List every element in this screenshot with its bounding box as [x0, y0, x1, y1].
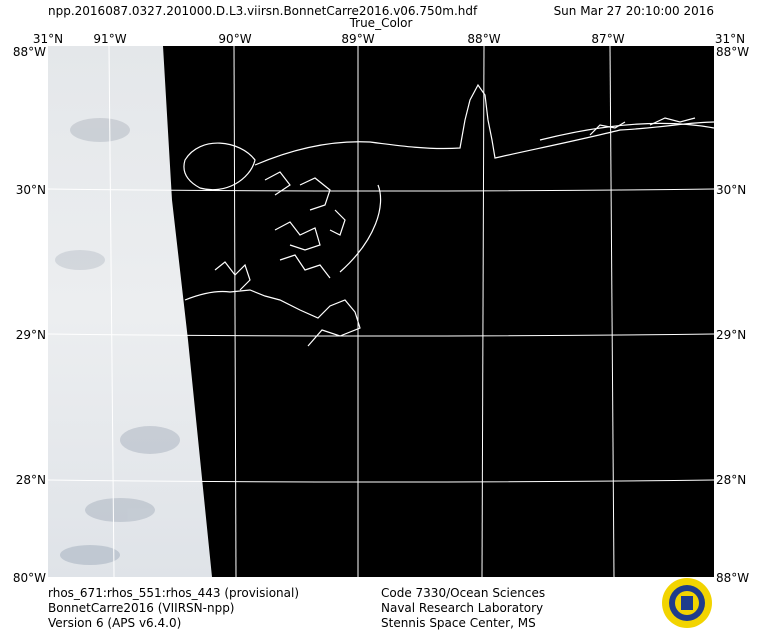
nrl-logo	[662, 578, 712, 628]
footer-center-line: Code 7330/Ocean Sciences	[381, 586, 545, 600]
corner-label: 88°W	[13, 45, 46, 59]
cloud-swath	[48, 46, 212, 577]
left-label: 28°N	[16, 473, 46, 487]
coastline	[183, 83, 715, 347]
cloud-shading	[55, 118, 180, 565]
corner-label: 88°W	[716, 571, 749, 585]
corner-label: 88°W	[716, 45, 749, 59]
corner-label: 80°W	[13, 571, 46, 585]
header-product: True_Color	[349, 16, 413, 30]
top-label: 31°N	[715, 32, 745, 46]
map	[47, 45, 715, 578]
header-datetime: Sun Mar 27 20:10:00 2016	[554, 4, 714, 18]
top-label: 87°W	[591, 32, 624, 46]
left-label: 30°N	[16, 183, 46, 197]
header-filename: npp.2016087.0327.201000.D.L3.viirsn.Bonn…	[48, 4, 478, 18]
right-label: 29°N	[716, 328, 746, 342]
top-label: 91°W	[93, 32, 126, 46]
top-label: 89°W	[341, 32, 374, 46]
footer-left-line: BonnetCarre2016 (VIIRSN-npp)	[48, 601, 235, 615]
graticule	[47, 45, 715, 578]
top-label: 31°N	[33, 32, 63, 46]
footer-center-line: Stennis Space Center, MS	[381, 616, 536, 630]
left-label: 29°N	[16, 328, 46, 342]
footer-left-line: Version 6 (APS v6.4.0)	[48, 616, 181, 630]
footer-left-line: rhos_671:rhos_551:rhos_443 (provisional)	[48, 586, 299, 600]
top-label: 90°W	[218, 32, 251, 46]
top-label: 88°W	[467, 32, 500, 46]
footer-center-line: Naval Research Laboratory	[381, 601, 543, 615]
right-label: 30°N	[716, 183, 746, 197]
right-label: 28°N	[716, 473, 746, 487]
